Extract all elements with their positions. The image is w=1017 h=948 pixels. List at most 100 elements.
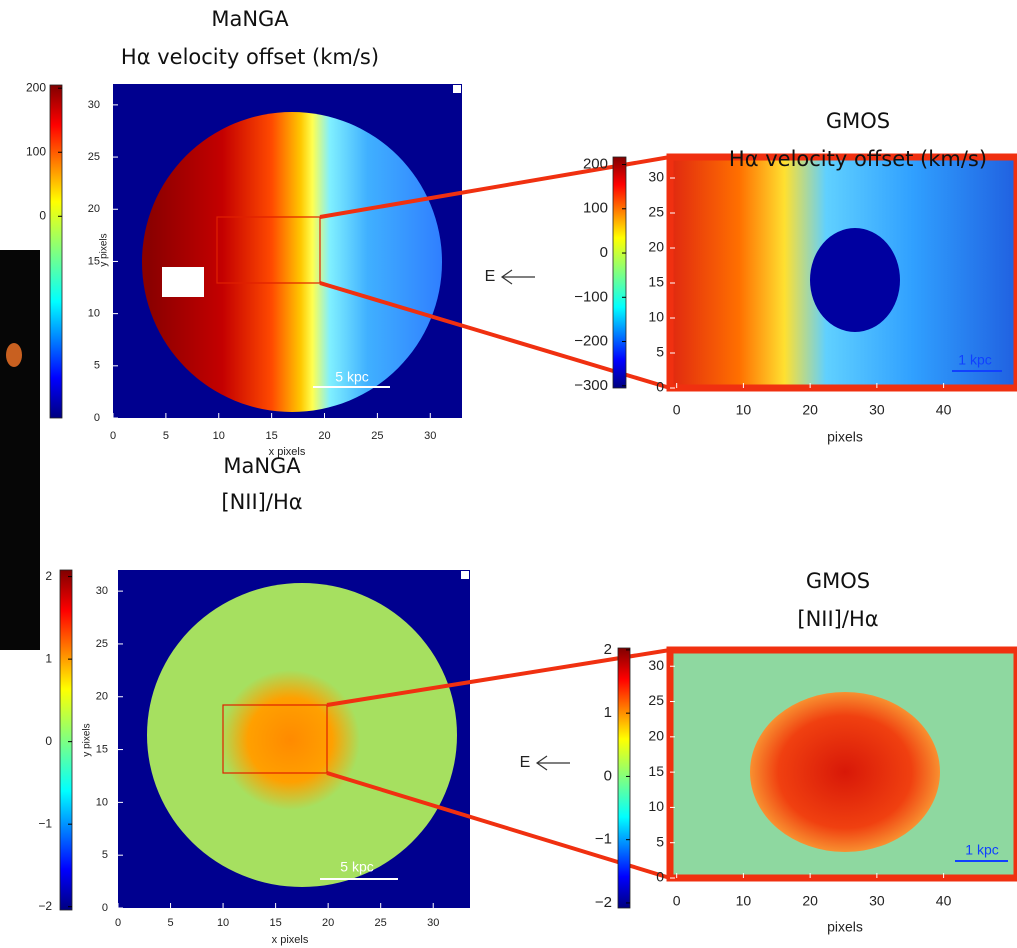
- x-tick-label: 40: [936, 893, 952, 909]
- y-axis-label: y pixels: [99, 233, 110, 266]
- x-tick-label: 0: [673, 402, 681, 418]
- scale-bar-label: 1 kpc: [958, 352, 991, 368]
- x-tick-label: 25: [375, 917, 387, 929]
- y-tick-label: 0: [656, 869, 664, 885]
- x-tick-label: 0: [115, 917, 121, 929]
- colorbar-tick-label: −2: [595, 894, 612, 911]
- colorbar-tick-label: 1: [604, 704, 612, 721]
- y-tick-label: 25: [96, 638, 108, 650]
- galaxy-image: [0, 250, 40, 650]
- colorbar-tick-label: −300: [574, 377, 608, 394]
- panel-title: [NII]/Hα: [797, 607, 878, 631]
- scale-bar-label: 5 kpc: [335, 369, 368, 385]
- y-tick-label: 30: [648, 657, 664, 673]
- direction-arrowhead: [500, 269, 513, 285]
- scale-bar-label: 5 kpc: [340, 859, 373, 875]
- x-tick-label: 20: [802, 893, 818, 909]
- x-tick-label: 30: [869, 402, 885, 418]
- colorbar-tick-label: −200: [574, 333, 608, 350]
- x-tick-label: 30: [424, 430, 436, 442]
- colorbar-tick-label: 2: [45, 569, 52, 583]
- y-tick-label: 30: [88, 99, 100, 111]
- y-tick-label: 15: [648, 274, 664, 290]
- x-tick-label: 25: [371, 430, 383, 442]
- colorbar: [49, 84, 63, 419]
- x-tick-label: 10: [217, 917, 229, 929]
- x-tick-label: 30: [427, 917, 439, 929]
- x-tick-label: 0: [110, 430, 116, 442]
- colorbar: [617, 647, 631, 909]
- velocity-map: [142, 112, 442, 412]
- zoom-box: [216, 216, 321, 284]
- y-tick-label: 0: [94, 412, 100, 424]
- panel-title: Hα velocity offset (km/s): [729, 147, 987, 171]
- colorbar-tick-label: 0: [600, 244, 608, 261]
- colorbar-tick-label: −1: [38, 816, 52, 830]
- colorbar-tick-label: 1: [45, 651, 52, 665]
- scale-bar-label: 1 kpc: [965, 842, 998, 858]
- x-tick-label: 20: [318, 430, 330, 442]
- y-tick-label: 25: [88, 151, 100, 163]
- panel-title: Hα velocity offset (km/s): [121, 45, 379, 69]
- marker: [461, 571, 469, 579]
- connector: [326, 771, 671, 880]
- y-tick-label: 20: [88, 203, 100, 215]
- y-tick-label: 5: [102, 849, 108, 861]
- zoom-frame: [666, 153, 1017, 392]
- colorbar: [59, 569, 73, 911]
- connector: [319, 281, 671, 390]
- y-axis-label: y pixels: [82, 723, 93, 756]
- y-tick-label: 5: [656, 344, 664, 360]
- panel-title: GMOS: [806, 569, 870, 593]
- velocity-hole: [810, 228, 900, 332]
- x-tick-label: 15: [266, 430, 278, 442]
- x-axis-label: pixels: [827, 919, 863, 935]
- panel-title: MaNGA: [211, 7, 289, 31]
- y-tick-label: 10: [88, 308, 100, 320]
- ratio-core: [750, 692, 940, 852]
- y-tick-label: 10: [648, 798, 664, 814]
- x-tick-label: 5: [163, 430, 169, 442]
- x-tick-label: 20: [322, 917, 334, 929]
- colorbar-tick-label: −2: [38, 899, 52, 913]
- x-tick-label: 5: [167, 917, 173, 929]
- x-axis-label: pixels: [827, 429, 863, 445]
- colorbar-tick-label: 200: [583, 155, 608, 172]
- y-tick-label: 20: [648, 239, 664, 255]
- colorbar-tick-label: 100: [26, 144, 46, 158]
- panel-title: MaNGA: [223, 454, 301, 478]
- y-tick-label: 25: [648, 204, 664, 220]
- x-tick-label: 15: [269, 917, 281, 929]
- zoom-frame: [666, 646, 1017, 882]
- galaxy-core: [6, 343, 22, 367]
- y-tick-label: 20: [648, 728, 664, 744]
- y-tick-label: 0: [102, 902, 108, 914]
- x-tick-label: 10: [736, 402, 752, 418]
- y-tick-label: 10: [96, 796, 108, 808]
- marker: [453, 85, 461, 93]
- zoom-box: [222, 704, 328, 774]
- x-tick-label: 10: [736, 893, 752, 909]
- direction-arrowhead: [535, 755, 548, 771]
- x-tick-label: 40: [936, 402, 952, 418]
- y-tick-label: 15: [96, 743, 108, 755]
- x-tick-label: 10: [213, 430, 225, 442]
- x-tick-label: 20: [802, 402, 818, 418]
- colorbar-tick-label: 0: [39, 208, 46, 222]
- masked-region: [162, 267, 204, 297]
- panel-title: [NII]/Hα: [221, 490, 302, 514]
- x-tick-label: 0: [673, 893, 681, 909]
- panel-title: GMOS: [826, 109, 890, 133]
- colorbar: [612, 156, 627, 389]
- colorbar-tick-label: 2: [604, 641, 612, 658]
- y-tick-label: 25: [648, 692, 664, 708]
- ratio-center: [220, 670, 360, 810]
- colorbar-tick-label: −100: [574, 288, 608, 305]
- y-tick-label: 5: [656, 833, 664, 849]
- y-tick-label: 30: [648, 169, 664, 185]
- y-tick-label: 30: [96, 585, 108, 597]
- y-tick-label: 15: [648, 763, 664, 779]
- x-axis-label: x pixels: [269, 446, 306, 458]
